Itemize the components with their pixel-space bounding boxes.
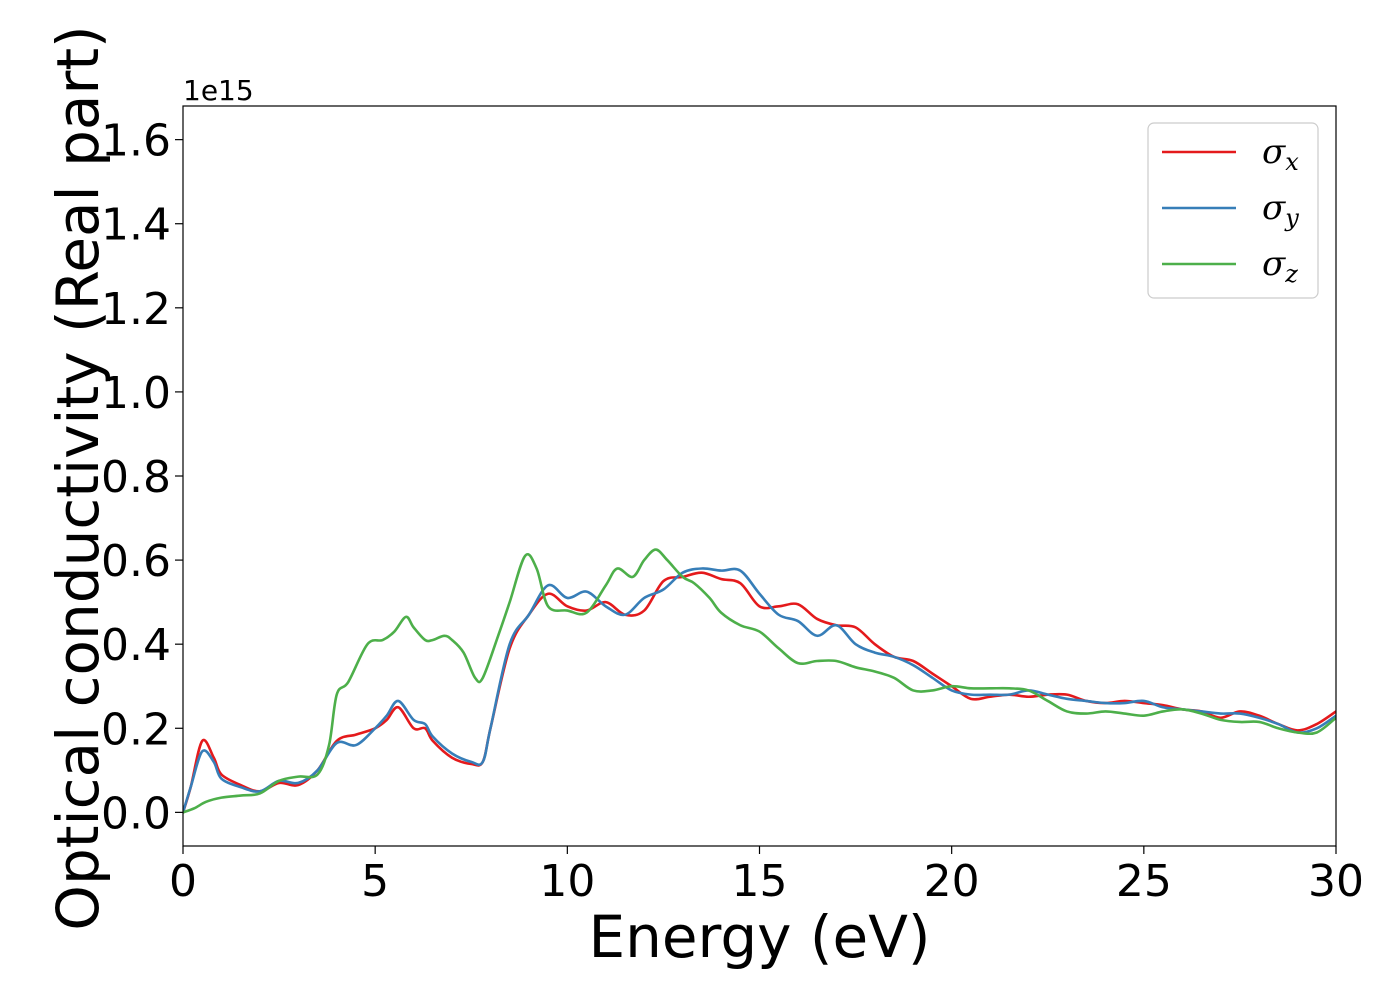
y-axis-ticks: 0.0 0.2 0.4 0.6 0.8 1.0 1.2 1.4 1.6 [101, 116, 183, 839]
y-tick-label: 1.6 [101, 116, 171, 167]
y-tick-label: 0.8 [101, 452, 171, 503]
y-tick-label: 0.0 [101, 788, 171, 839]
series-lines [183, 548, 1336, 814]
y-tick-label: 1.0 [101, 368, 171, 419]
y-axis-offset-label: 1e15 [183, 74, 254, 107]
x-tick-label: 15 [732, 856, 788, 907]
legend-label-z: σz [1262, 244, 1298, 288]
y-tick-label: 0.2 [101, 704, 171, 755]
x-tick-label: 25 [1116, 856, 1172, 907]
y-axis-title: Optical conductivity (Real part) [44, 25, 112, 930]
legend-box [1147, 122, 1319, 299]
y-tick-label: 0.4 [101, 620, 171, 671]
x-tick-label: 5 [361, 856, 389, 907]
y-tick-label: 1.4 [101, 200, 171, 251]
x-tick-label: 10 [539, 856, 595, 907]
series-line-z [183, 548, 1336, 814]
x-tick-label: 30 [1308, 856, 1364, 907]
y-tick-label: 0.6 [101, 536, 171, 587]
y-tick-label: 1.2 [101, 284, 171, 335]
x-tick-label: 0 [169, 856, 197, 907]
x-axis-ticks: 0 5 10 15 20 25 30 [169, 846, 1364, 907]
series-line-y [183, 567, 1336, 814]
series-line-x [183, 571, 1336, 814]
x-axis-title: Energy (eV) [588, 903, 930, 971]
legend-label-x: σx [1262, 132, 1299, 176]
x-tick-label: 20 [924, 856, 980, 907]
legend-label-y: σy [1262, 188, 1299, 232]
legend: σx σy σz [1147, 122, 1319, 299]
